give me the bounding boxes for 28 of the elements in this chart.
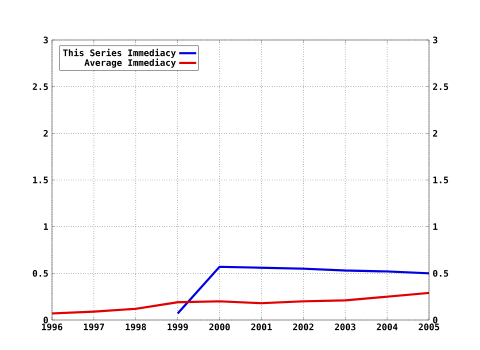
line-series: [176, 266, 430, 315]
x-tick-label: 2004: [376, 324, 398, 330]
legend-label: Average Immediacy: [84, 58, 176, 68]
y-tick-label: 3: [44, 36, 48, 44]
x-tick-label: 2003: [334, 324, 356, 330]
y2-tick-label: 0: [433, 316, 438, 324]
y-tick-label: 2: [44, 130, 48, 137]
x-tick-label: 2000: [209, 324, 230, 330]
x-tick-label: 1998: [126, 324, 146, 330]
y-tick-label: 0.5: [32, 270, 48, 277]
x-tick-label: 1999: [168, 324, 188, 330]
x-tick-label: 1997: [84, 324, 104, 330]
y2-tick-label: 2: [433, 130, 438, 137]
y-tick-label: 1: [44, 223, 48, 230]
y-tick-label: 1.5: [33, 176, 48, 184]
y2-tick-label: 3: [433, 36, 438, 44]
y2-tick-label: 0.5: [433, 270, 448, 277]
y-tick-label: 0: [44, 316, 48, 324]
y-tick-label: 2.5: [32, 83, 48, 90]
x-tick-label: 1996: [42, 324, 62, 330]
y2-tick-label: 1: [433, 223, 438, 230]
y2-tick-label: 1.5: [433, 176, 448, 184]
y2-tick-label: 2.5: [433, 83, 448, 90]
line-series: [52, 292, 430, 315]
x-tick-label: 2001: [251, 324, 272, 330]
x-tick-label: 2002: [293, 324, 314, 330]
x-tick-label: 2005: [418, 324, 440, 330]
legend-label: This Series Immediacy: [63, 48, 176, 58]
